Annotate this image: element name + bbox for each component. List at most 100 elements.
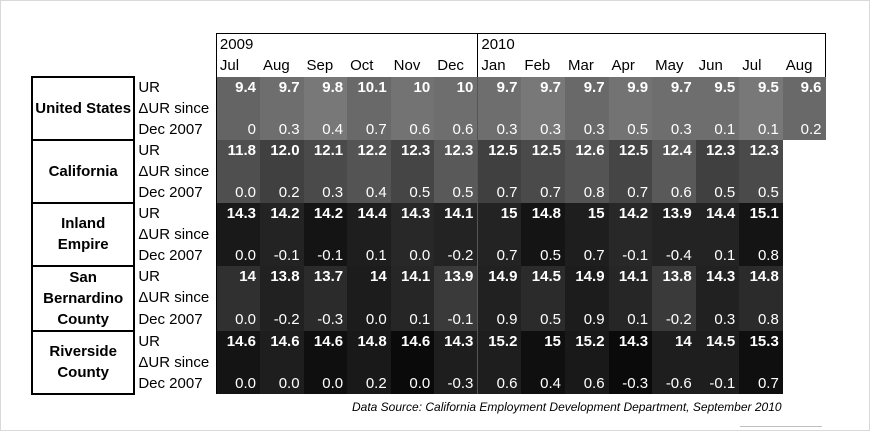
value-spacer: [695, 351, 740, 373]
ur-value: 14.4: [695, 202, 740, 224]
dur-value: 0.3: [695, 308, 740, 331]
ur-value: 13.7: [303, 265, 348, 288]
ur-value: 9.4: [216, 76, 260, 98]
dur-value: 0.9: [477, 308, 522, 331]
ur-value: 13.8: [652, 265, 696, 288]
ur-value: 12.3: [739, 139, 783, 161]
month-header: Feb: [521, 54, 565, 77]
row-label: UR: [134, 76, 217, 98]
dur-value: 0.3: [521, 118, 565, 140]
footer-line: [740, 426, 822, 427]
value-spacer: [782, 223, 826, 245]
dur-value: 0.0: [303, 372, 348, 394]
ur-value: 14.5: [695, 330, 740, 352]
dur-value: [782, 244, 826, 266]
ur-value: 14.8: [347, 330, 391, 352]
dur-value: 0.7: [521, 181, 565, 203]
region-row: ΔUR since: [32, 351, 826, 373]
region-row: California UR 11.8 12.0 12.1 12.2 12.3 12.3 12.5…: [30, 138, 826, 204]
ur-value: 14.6: [303, 330, 348, 352]
value-spacer: [347, 223, 391, 245]
ur-value: 14.4: [347, 202, 391, 224]
region-row: Inland Empire UR 14.3 14.2 14.2 14.4 14.3 14.1 1…: [30, 201, 826, 267]
dur-value: 0.0: [347, 308, 391, 331]
ur-value: 13.9: [434, 265, 479, 288]
ur-value: 14.1: [434, 202, 479, 224]
dur-value: 0.3: [303, 181, 348, 203]
row-label: Dec 2007: [134, 181, 217, 203]
value-spacer: [739, 160, 783, 182]
value-spacer: [434, 160, 479, 182]
value-spacer: [564, 160, 609, 182]
row-label: Dec 2007: [134, 308, 217, 331]
ur-value: 9.7: [259, 76, 304, 98]
ur-value: 14.2: [303, 202, 348, 224]
ur-value: 9.5: [739, 76, 783, 98]
ur-value: 14: [216, 265, 260, 288]
ur-value: [782, 202, 826, 224]
value-spacer: [390, 351, 435, 373]
dur-value: 0.5: [608, 118, 653, 140]
dur-value: 0.7: [477, 244, 522, 266]
ur-value: 15.1: [739, 202, 783, 224]
corner-cell: [32, 55, 134, 77]
month-header: May: [652, 54, 696, 77]
value-spacer: [434, 97, 479, 119]
ur-value: 14.3: [608, 330, 653, 352]
value-spacer: [521, 160, 565, 182]
ur-value: 12.3: [695, 139, 740, 161]
value-spacer: [521, 351, 565, 373]
ur-value: 9.5: [695, 76, 740, 98]
ur-value: [782, 330, 826, 352]
dur-value: -0.2: [652, 308, 696, 331]
value-spacer: [259, 351, 304, 373]
value-spacer: [303, 287, 348, 309]
dur-value: 0.2: [347, 372, 391, 394]
ur-value: 9.8: [303, 76, 348, 98]
value-spacer: [303, 351, 348, 373]
corner-cell: [32, 34, 134, 55]
year-header: 2010: [477, 33, 826, 55]
month-header: Jun: [695, 54, 740, 77]
dur-value: 0.3: [564, 118, 609, 140]
dur-value: 0.6: [652, 181, 696, 203]
value-spacer: [608, 287, 653, 309]
dur-value: -0.1: [303, 244, 348, 266]
value-spacer: [259, 97, 304, 119]
unemployment-rate-table: 2009 2010 Jul Aug Sep Oct Nov Dec Jan Feb Mar Apr Ma…: [30, 33, 826, 395]
ur-value: 14: [652, 330, 696, 352]
row-label: ΔUR since: [134, 160, 217, 182]
month-header: Jul: [215, 54, 260, 77]
value-spacer: [739, 223, 783, 245]
value-spacer: [434, 287, 479, 309]
value-spacer: [477, 97, 522, 119]
ur-value: 12.5: [521, 139, 565, 161]
dur-value: 0.1: [739, 118, 783, 140]
dur-value: 0.8: [564, 181, 609, 203]
region-row: United States UR 9.4 9.7 9.8 10.1 10 10 9.7 9.7 9.…: [30, 75, 826, 141]
region-row: ΔUR since: [32, 287, 826, 309]
dur-value: 0.4: [521, 372, 565, 394]
ur-value: [782, 265, 826, 288]
ur-value: 13.9: [652, 202, 696, 224]
value-spacer: [564, 223, 609, 245]
row-label: Dec 2007: [134, 372, 217, 394]
ur-value: 12.6: [564, 139, 609, 161]
dur-value: 0.0: [216, 308, 260, 331]
ur-value: 9.9: [608, 76, 653, 98]
value-spacer: [434, 351, 479, 373]
ur-value: 15: [564, 202, 609, 224]
value-spacer: [303, 160, 348, 182]
year-header: 2009: [215, 33, 478, 55]
value-spacer: [390, 287, 435, 309]
ur-value: 10.1: [347, 76, 391, 98]
dur-value: 0.8: [739, 308, 783, 331]
value-spacer: [434, 223, 479, 245]
corner-cell: [134, 34, 216, 55]
region-row: Dec 2007 0.0 -0.2 -0.3 0.0 0.1 -0.1 0.9 0.5 0.9 0.…: [32, 308, 826, 331]
dur-value: 0.0: [390, 244, 435, 266]
dur-value: 0.6: [477, 372, 522, 394]
value-spacer: [564, 351, 609, 373]
value-spacer: [652, 351, 696, 373]
value-spacer: [477, 160, 522, 182]
